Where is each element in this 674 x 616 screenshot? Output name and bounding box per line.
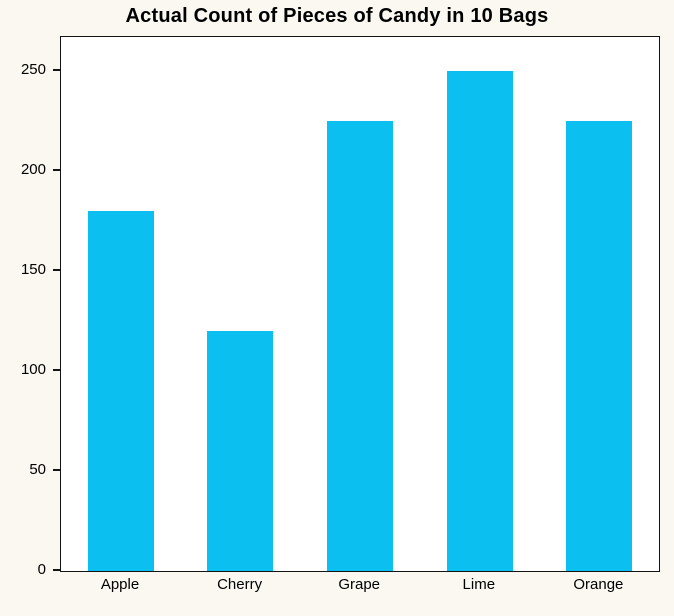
y-tick-label: 200 (20, 161, 46, 178)
y-tick-mark (53, 69, 60, 71)
bar-orange (566, 121, 633, 571)
plot-area (60, 36, 660, 572)
x-axis-label: Lime (462, 576, 496, 593)
x-axis-label: Grape (338, 576, 381, 593)
bar-lime (446, 71, 513, 571)
chart-title: Actual Count of Pieces of Candy in 10 Ba… (125, 5, 549, 27)
x-axis-label: Apple (100, 576, 140, 593)
bar-grape (327, 121, 393, 571)
y-tick-label: 0 (37, 561, 46, 578)
y-tick-mark (53, 369, 60, 371)
y-tick-label: 250 (20, 61, 46, 78)
bar-apple (87, 211, 154, 571)
y-tick-mark (53, 469, 60, 471)
y-tick-mark (53, 269, 60, 271)
y-tick-mark (53, 569, 60, 571)
y-tick-label: 50 (29, 461, 46, 478)
x-axis-label: Orange (573, 576, 624, 593)
bar-cherry (207, 331, 274, 571)
y-tick-mark (53, 169, 60, 171)
y-tick-label: 100 (20, 361, 46, 378)
y-tick-label: 150 (20, 261, 46, 278)
x-axis-label: Cherry (217, 576, 263, 593)
